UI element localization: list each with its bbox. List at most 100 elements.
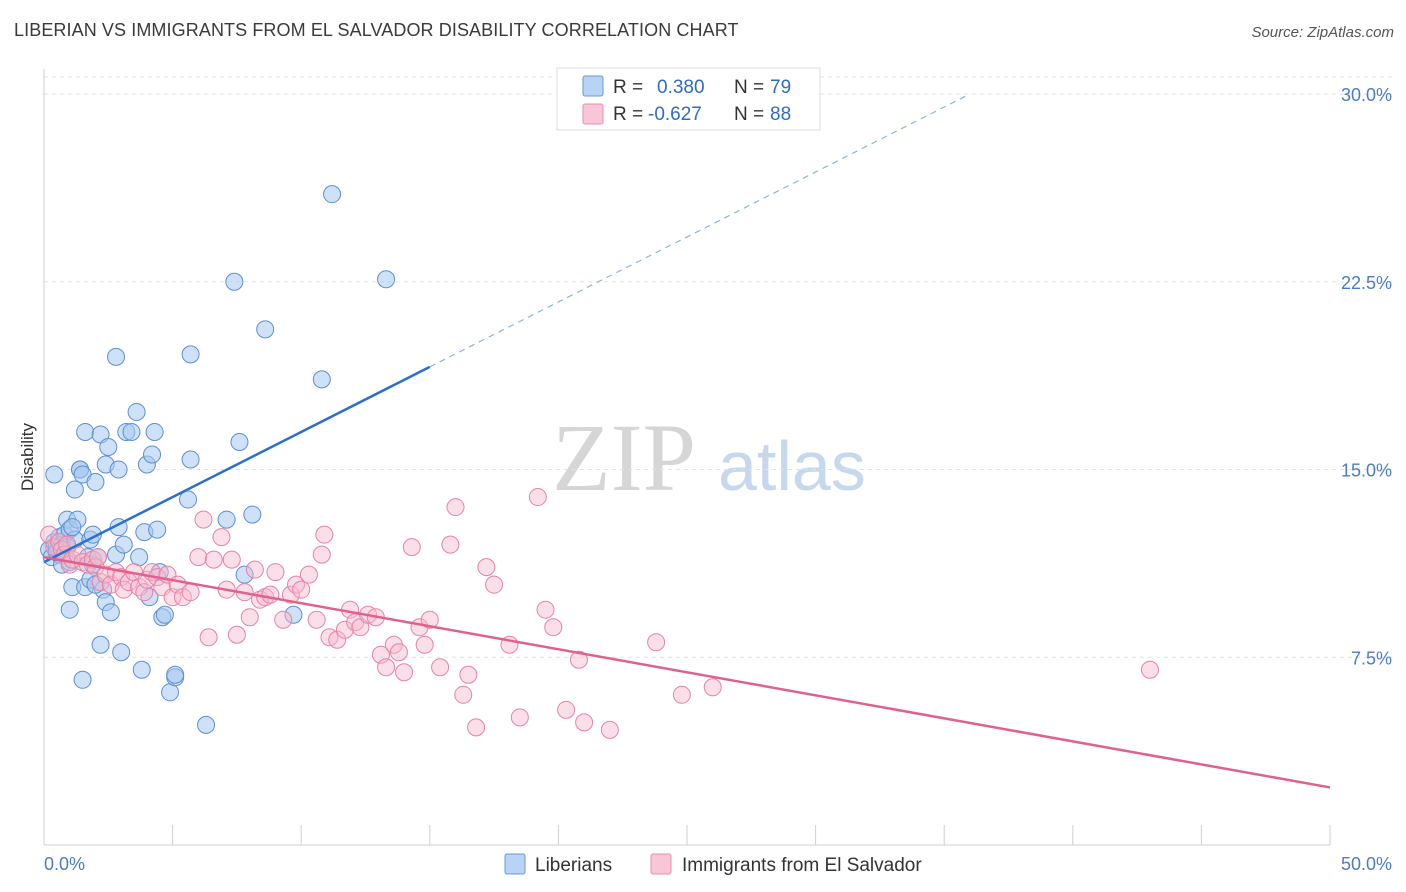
el-salvador-point [402, 538, 421, 557]
liberians-point [114, 535, 133, 554]
y-axis-label: Disability [18, 422, 37, 491]
liberians-point [107, 347, 126, 366]
liberians-point [155, 605, 174, 624]
legend-r-value-2: -0.627 [648, 104, 702, 125]
legend-r-value-1: 0.380 [657, 77, 705, 98]
chart-title: LIBERIAN VS IMMIGRANTS FROM EL SALVADOR … [14, 20, 739, 40]
liberians-point [377, 270, 396, 289]
el-salvador-trend-line [43, 555, 1331, 789]
liberians-point [225, 272, 244, 291]
el-salvador-point [181, 583, 200, 602]
bottom-legend: Liberians Immigrants from El Salvador [504, 853, 922, 876]
y-tick-label: 15.0% [1341, 461, 1392, 481]
x-tick-label-max: 50.0% [1341, 854, 1392, 874]
liberians-point [122, 422, 141, 441]
el-salvador-point [446, 498, 465, 517]
el-salvador-point [299, 565, 318, 584]
legend-swatch-blue [582, 75, 604, 97]
el-salvador-point [261, 585, 280, 604]
y-tick-label: 30.0% [1341, 85, 1392, 105]
liberians-point [91, 635, 110, 654]
liberians-point [197, 715, 216, 734]
el-salvador-point [245, 560, 264, 579]
legend-n-value-1: 79 [770, 77, 791, 98]
el-salvador-point [199, 628, 218, 647]
el-salvador-point [510, 708, 529, 727]
liberians-point [323, 185, 342, 204]
el-salvador-point [312, 545, 331, 564]
liberians-point [145, 422, 164, 441]
el-salvador-point [536, 600, 555, 619]
legend-r-label-1: R = [613, 77, 643, 98]
el-salvador-point [569, 650, 588, 669]
liberians-point [127, 402, 146, 421]
el-salvador-point [328, 630, 347, 649]
liberians-point [179, 490, 198, 509]
el-salvador-point [194, 510, 213, 529]
el-salvador-point [240, 608, 259, 627]
liberians-point [63, 518, 82, 537]
el-salvador-point [431, 658, 450, 677]
el-salvador-point [459, 665, 478, 684]
liberians-point [230, 432, 249, 451]
liberians-point [217, 510, 236, 529]
el-salvador-point [307, 610, 326, 629]
y-tick-label: 7.5% [1351, 648, 1392, 668]
el-salvador-point [292, 580, 311, 599]
series-el-salvador [40, 488, 1159, 739]
el-salvador-point [485, 575, 504, 594]
el-salvador-point [287, 575, 306, 594]
liberians-point [161, 683, 180, 702]
bottom-legend-label-liberians: Liberians [535, 855, 612, 876]
liberians-point [109, 460, 128, 479]
liberians-point [181, 345, 200, 364]
legend-n-value-2: 88 [770, 104, 791, 125]
liberians-point [284, 605, 303, 624]
y-tick-labels: 7.5% 15.0% 22.5% 30.0% [1341, 85, 1392, 668]
y-tick-label: 22.5% [1341, 273, 1392, 293]
liberians-point [76, 422, 95, 441]
el-salvador-point [467, 718, 486, 737]
el-salvador-point [377, 658, 396, 677]
el-salvador-point [672, 685, 691, 704]
trend-lines [43, 93, 1331, 789]
legend-swatch-pink [582, 103, 604, 125]
el-salvador-point [575, 713, 594, 732]
liberians-point [99, 437, 118, 456]
x-tick-label-min: 0.0% [44, 854, 85, 874]
watermark-atlas: atlas [718, 427, 866, 505]
el-salvador-point [395, 663, 414, 682]
axes [43, 69, 1331, 846]
liberians-point [60, 600, 79, 619]
el-salvador-point [703, 678, 722, 697]
bottom-legend-swatch-pink [650, 853, 672, 875]
el-salvador-point [281, 585, 300, 604]
el-salvador-point [557, 700, 576, 719]
liberians-point [243, 505, 262, 524]
liberians-point [181, 450, 200, 469]
el-salvador-point [119, 573, 138, 592]
x-tick-labels: 0.0% 50.0% [44, 854, 1392, 874]
el-salvador-point [222, 550, 241, 569]
liberians-point [143, 445, 162, 464]
series-liberians [40, 185, 396, 734]
el-salvador-point [441, 535, 460, 554]
el-salvador-point [389, 643, 408, 662]
el-salvador-point [130, 578, 149, 597]
bottom-legend-label-el-salvador: Immigrants from El Salvador [682, 855, 922, 876]
liberians-point [101, 603, 120, 622]
liberians-point [256, 320, 275, 339]
liberians-point [132, 660, 151, 679]
liberians-point [130, 548, 149, 567]
legend-n-label-1: N = [734, 77, 764, 98]
el-salvador-point [1140, 660, 1159, 679]
bottom-legend-swatch-blue [504, 853, 526, 875]
liberians-point [148, 520, 167, 539]
el-salvador-point [477, 558, 496, 577]
el-salvador-point [454, 685, 473, 704]
watermark-zip: ZIP [552, 404, 696, 511]
el-salvador-point [266, 563, 285, 582]
el-salvador-point [647, 633, 666, 652]
el-salvador-point [420, 610, 439, 629]
liberians-trend-line [43, 365, 431, 564]
